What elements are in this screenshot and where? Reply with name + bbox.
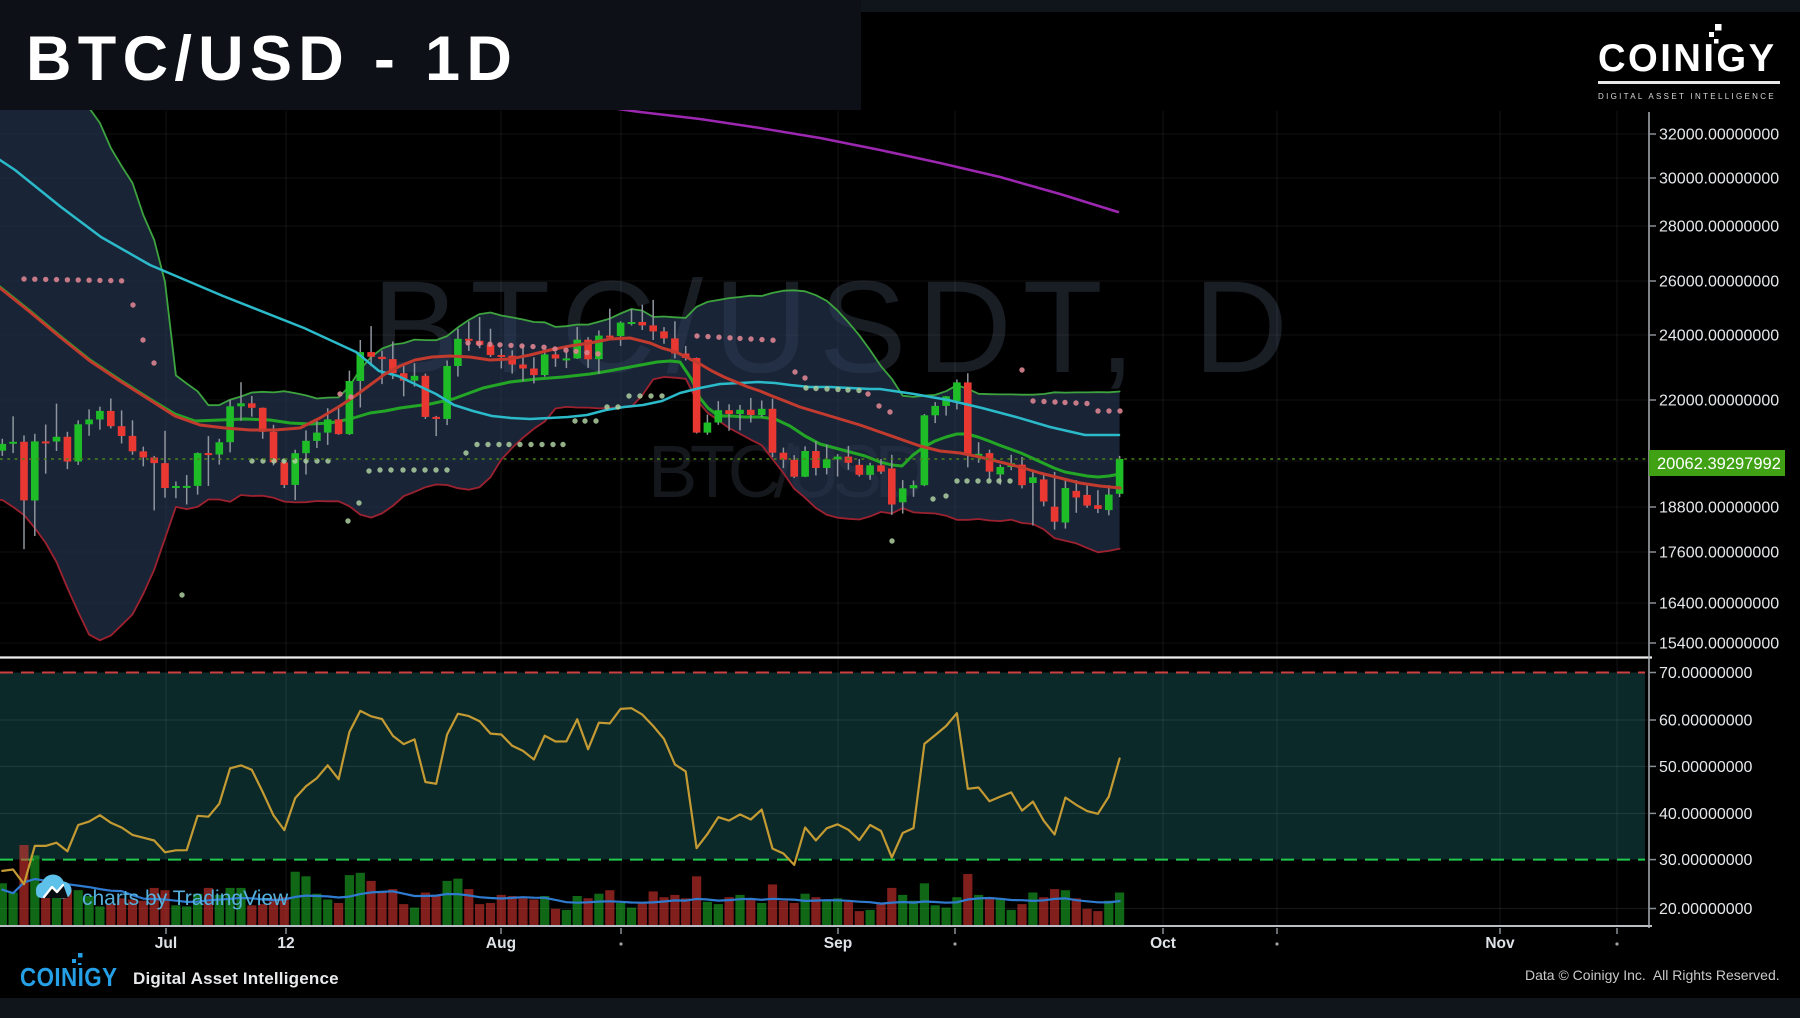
- svg-text:20062.39297992: 20062.39297992: [1657, 455, 1781, 473]
- svg-text:60.00000000: 60.00000000: [1659, 713, 1753, 730]
- svg-text:40.00000000: 40.00000000: [1659, 806, 1753, 823]
- svg-text:70.00000000: 70.00000000: [1659, 665, 1753, 682]
- svg-text:30000.00000000: 30000.00000000: [1659, 171, 1779, 188]
- svg-text:28000.00000000: 28000.00000000: [1659, 219, 1779, 236]
- svg-text:24000.00000000: 24000.00000000: [1659, 328, 1779, 345]
- svg-text:50.00000000: 50.00000000: [1659, 759, 1753, 776]
- svg-text:18800.00000000: 18800.00000000: [1659, 500, 1779, 517]
- svg-text:Jul: Jul: [155, 935, 177, 952]
- svg-text:16400.00000000: 16400.00000000: [1659, 596, 1779, 613]
- svg-text:Sep: Sep: [824, 935, 852, 952]
- svg-text:12: 12: [277, 935, 294, 952]
- svg-text:26000.00000000: 26000.00000000: [1659, 274, 1779, 291]
- svg-text:Aug: Aug: [486, 935, 516, 952]
- svg-text:30.00000000: 30.00000000: [1659, 852, 1753, 869]
- svg-text:22000.00000000: 22000.00000000: [1659, 393, 1779, 410]
- svg-text:Nov: Nov: [1485, 935, 1515, 952]
- svg-text:charts by TradingView: charts by TradingView: [82, 887, 289, 910]
- svg-text:20.00000000: 20.00000000: [1659, 901, 1753, 918]
- svg-text:32000.00000000: 32000.00000000: [1659, 127, 1779, 144]
- svg-text:Oct: Oct: [1150, 935, 1176, 952]
- svg-text:17600.00000000: 17600.00000000: [1659, 545, 1779, 562]
- svg-text:15400.00000000: 15400.00000000: [1659, 636, 1779, 653]
